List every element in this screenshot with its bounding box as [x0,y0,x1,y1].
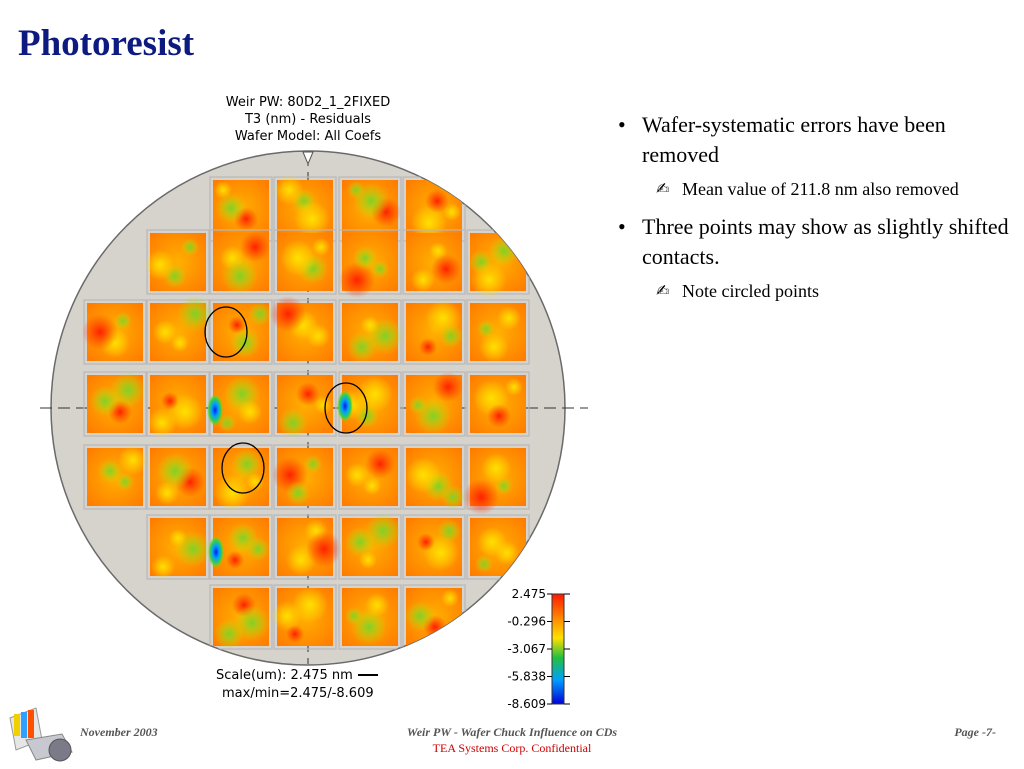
maxmin-label: max/min=2.475/-8.609 [222,686,374,701]
exposure-field [209,229,273,295]
colorbar-tick-label: 2.475 [512,587,546,601]
low-residual-spot [337,390,353,422]
exposure-field [466,514,530,580]
exposure-field [273,175,337,242]
sub-bullet-item-2: ✍ Note circled points [616,278,1016,304]
footer-page-number: Page -7- [954,725,996,739]
exposure-field [463,444,530,515]
exposure-field [209,299,273,365]
exposure-field [273,514,342,580]
colorbar-gradient [551,593,565,705]
exposure-field [273,229,337,295]
exposure-field [272,584,337,650]
exposure-field [146,514,211,580]
exposure-field [83,444,148,510]
figure-title: Weir PW: 80D2_1_2FIXED T3 (nm) - Residua… [226,95,390,144]
exposure-field [338,299,403,365]
exposure-field [338,229,402,298]
circled-point-marker [324,382,368,434]
exposure-field [338,513,402,580]
colorbar-tick-label: -0.296 [507,615,546,629]
figure-title-line-1: Weir PW: 80D2_1_2FIXED [226,95,390,110]
exposure-field [82,299,147,365]
figure-title-line-3: Wafer Model: All Coefs [235,129,381,144]
exposure-field [402,514,466,580]
exposure-field [209,371,273,437]
exposure-field [270,296,337,365]
footer-confidential: TEA Systems Corp. Confidential [432,741,592,755]
exposure-field [402,299,466,365]
bullet-text-2: Three points may show as slightly shifte… [642,214,1009,269]
circled-point-marker [204,306,248,358]
sub-bullet-text-2: Note circled points [682,281,819,301]
exposure-field [466,299,530,365]
exposure-field [146,296,213,365]
low-residual-spot [207,394,223,426]
exposure-field [273,371,337,438]
exposure-field [466,229,530,298]
bullet-item-1: • Wafer-systematic errors have been remo… [616,110,1016,170]
colorbar: 2.475 -0.296 -3.067 -5.838 -8.609 [507,587,570,708]
wafer-notch-marker [302,151,314,166]
writing-hand-icon: ✍ [656,179,670,198]
footer-date: November 2003 [80,725,158,739]
slide-title: Photoresist [18,23,195,64]
tea-systems-logo [6,700,76,764]
exposure-field [209,176,273,242]
exposure-field [338,584,402,650]
exposure-field [146,444,210,510]
figure-title-line-2: T3 (nm) - Residuals [244,112,371,127]
colorbar-tick-label: -3.067 [507,642,546,656]
exposure-field [402,444,466,510]
colorbar-tick-label: -8.609 [507,697,546,708]
sub-bullet-text-1: Mean value of 211.8 nm also removed [682,179,959,199]
exposure-field [209,514,273,580]
exposure-field [338,444,402,510]
exposure-field [209,584,273,650]
exposure-field [146,371,210,438]
scale-label: Scale(um): 2.475 nm [216,668,353,683]
bullet-text-1: Wafer-systematic errors have been remove… [642,112,946,167]
sub-bullet-item-1: ✍ Mean value of 211.8 nm also removed [616,176,1016,202]
wafer-residuals-map: Weir PW: 80D2_1_2FIXED T3 (nm) - Residua… [40,88,600,708]
exposure-field [402,584,466,650]
exposure-field [145,229,210,295]
footer-title: Weir PW - Wafer Chuck Influence on CDs [406,725,618,739]
exposure-field [338,176,402,242]
bullet-dot-icon: • [618,112,626,137]
circled-point-marker [221,442,265,494]
exposure-field [402,229,466,295]
exposure-field [402,176,466,242]
exposure-field [272,444,337,510]
exposure-field [83,371,147,437]
exposure-field [209,444,273,511]
bullet-list: • Wafer-systematic errors have been remo… [616,110,1016,314]
colorbar-tick-label: -5.838 [507,670,546,684]
exposure-field [466,371,530,437]
writing-hand-icon: ✍ [656,281,670,300]
bullet-dot-icon: • [618,214,626,239]
bullet-item-2: • Three points may show as slightly shif… [616,212,1016,272]
exposure-field [402,371,466,437]
low-residual-spot [208,536,224,568]
